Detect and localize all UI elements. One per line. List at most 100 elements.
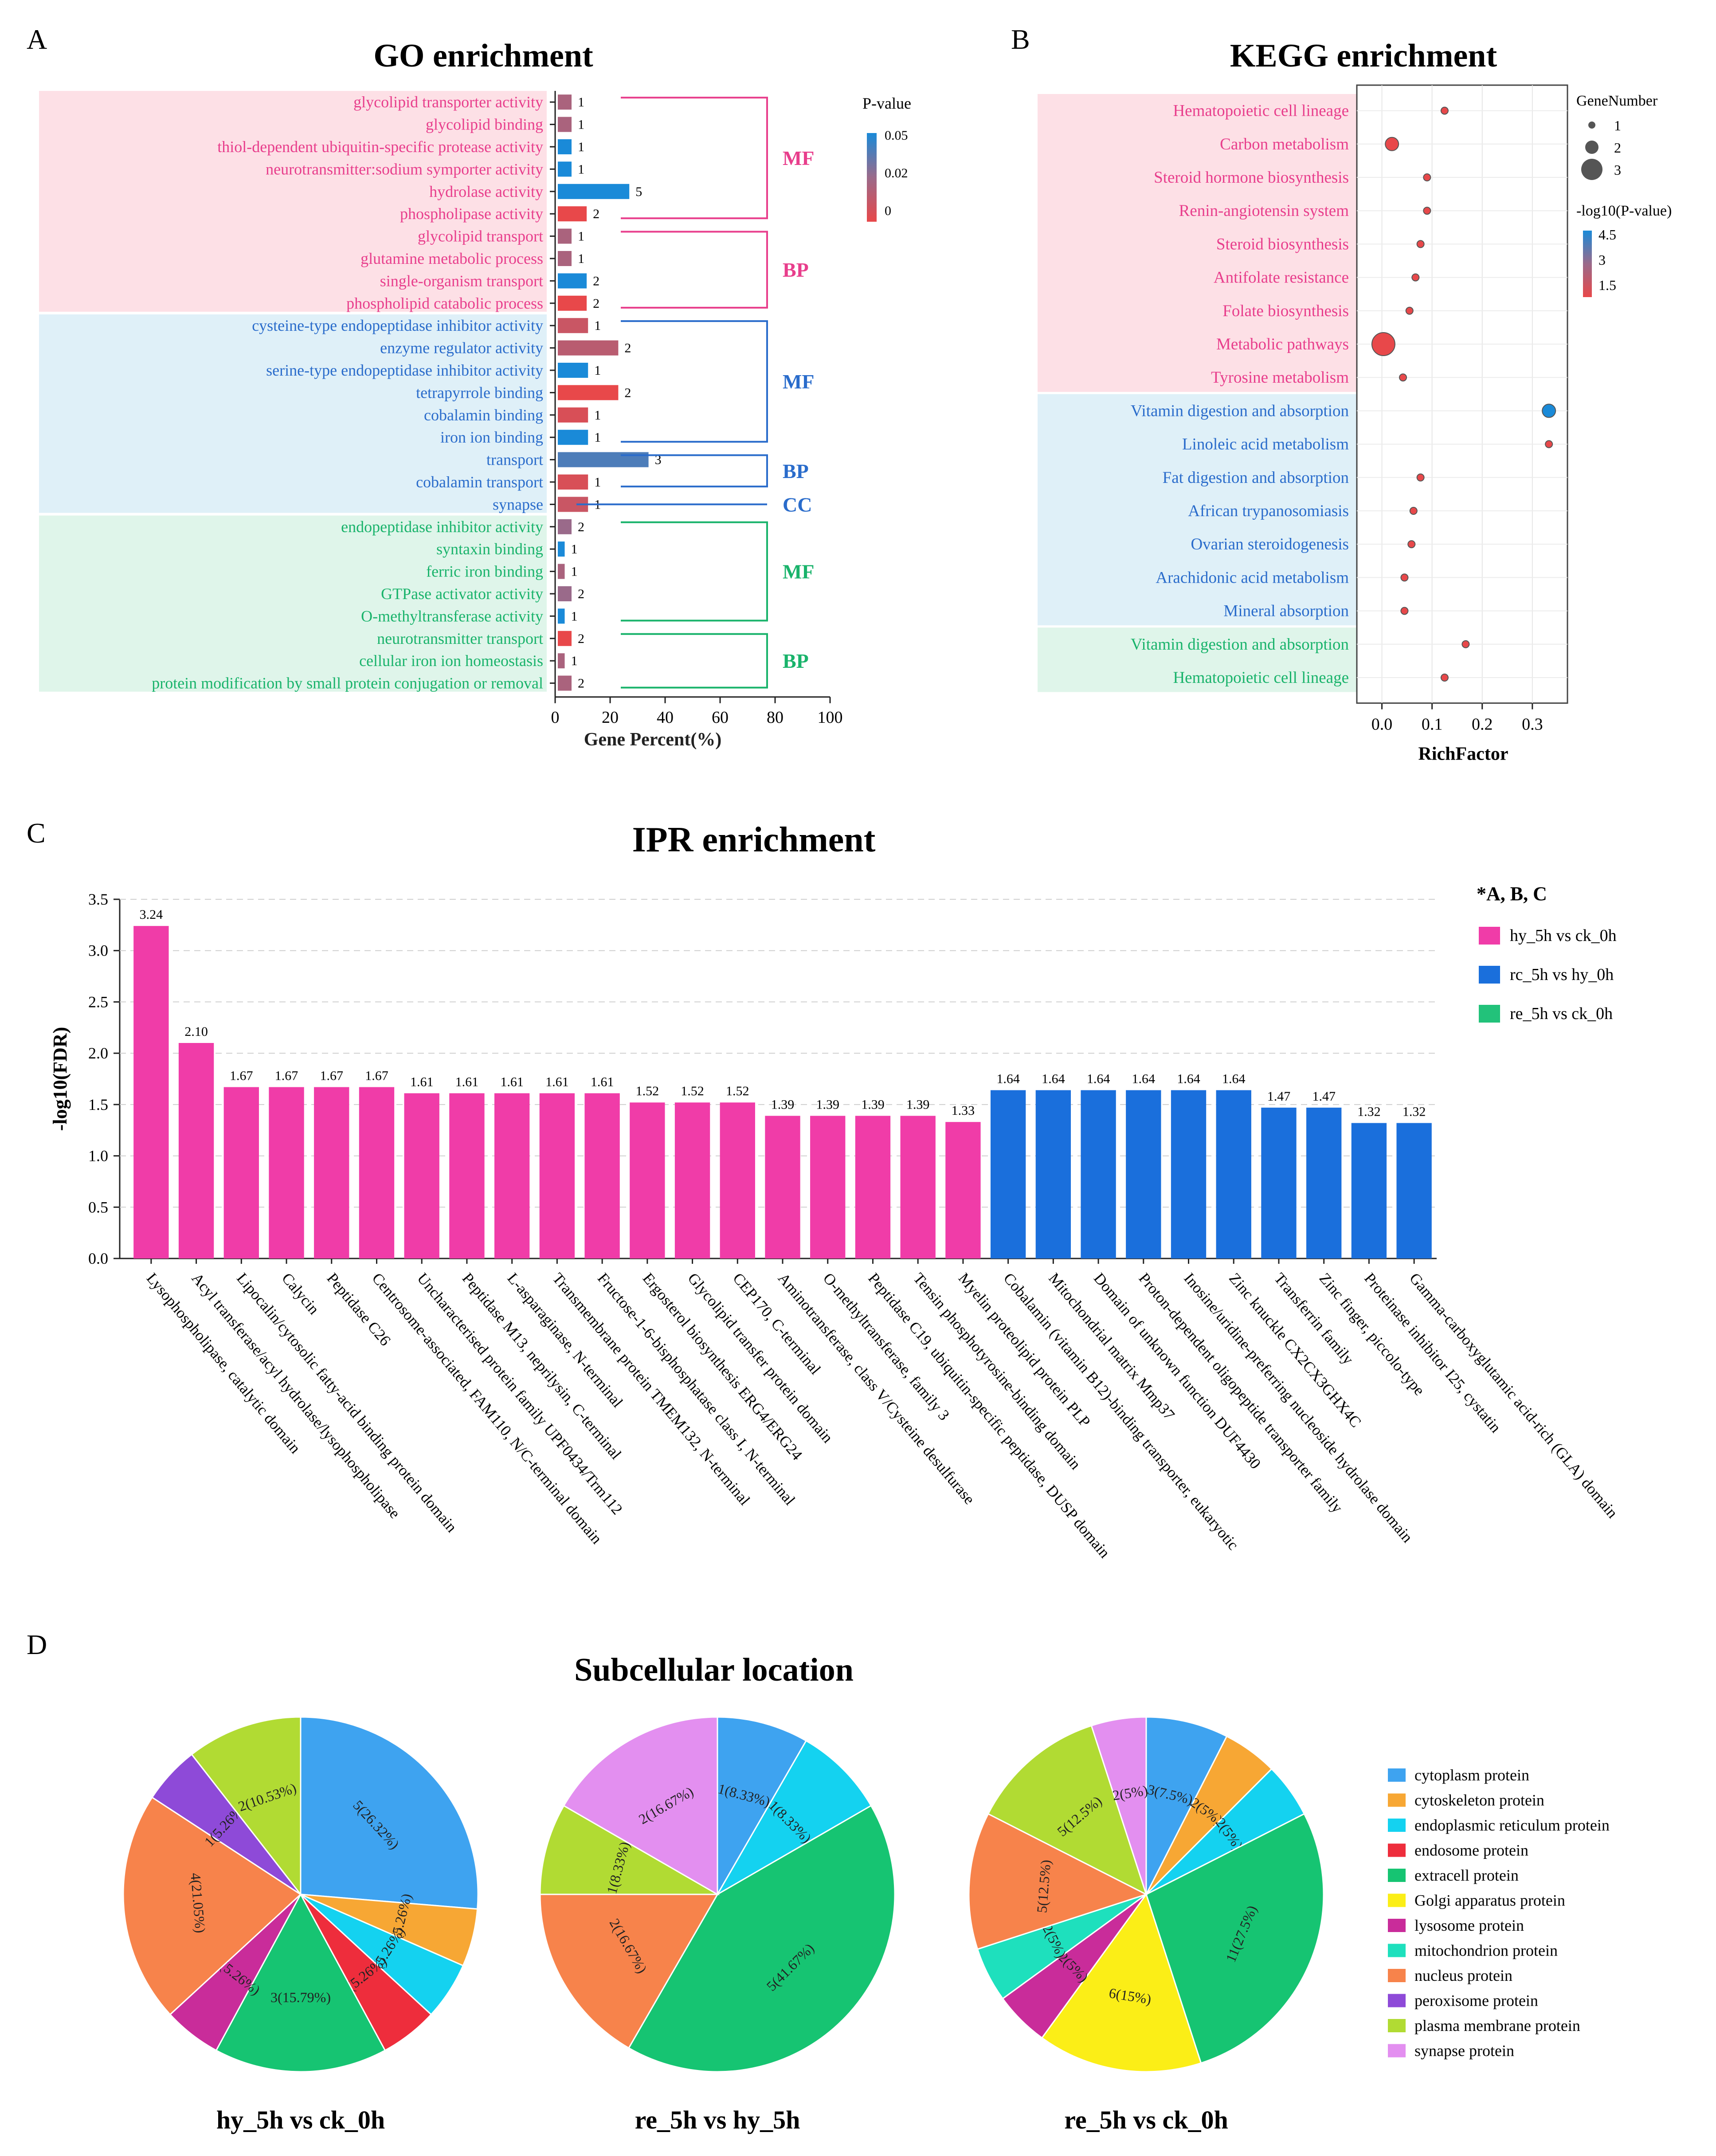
pie-legend-swatch <box>1388 1969 1406 1982</box>
go-term-label: glycolipid transport <box>418 227 543 245</box>
go-bar <box>558 251 572 266</box>
pie-slice <box>968 1813 1148 1950</box>
ipr-bar-label: 1.64 <box>1132 1071 1156 1086</box>
ipr-bar-label: 3.24 <box>140 907 163 922</box>
ipr-legend-swatch <box>1479 1005 1500 1023</box>
pie-slice <box>1145 1716 1228 1895</box>
pie-caption: re_5h vs ck_0h <box>1064 2105 1228 2134</box>
go-bar-count: 2 <box>593 207 599 221</box>
pie-slice <box>122 1796 302 2016</box>
panel-letter-d: D <box>27 1629 47 1660</box>
go-term-label: glycolipid binding <box>426 116 543 133</box>
go-group-bracket <box>621 633 768 689</box>
ipr-bar <box>1396 1123 1432 1258</box>
pie-legend-swatch <box>1388 1944 1406 1957</box>
ipr-bar-label: 1.52 <box>636 1084 659 1098</box>
pie-slice <box>300 1716 479 1910</box>
ipr-y-tick-label: 0.5 <box>88 1198 108 1216</box>
pie-legend-swatch <box>1388 1793 1406 1807</box>
pie-slice-label: 3(15.79%) <box>270 1989 331 2005</box>
go-group-label: MF <box>783 370 815 393</box>
ipr-bar <box>1351 1123 1387 1258</box>
ipr-bar-label: 1.52 <box>681 1084 704 1098</box>
go-bar <box>558 94 572 110</box>
pie-legend-swatch <box>1388 1819 1406 1832</box>
pie-slice <box>1145 1813 1324 2064</box>
ipr-bar <box>1216 1090 1251 1258</box>
pie-slice <box>1090 1716 1147 1895</box>
ipr-bar <box>765 1116 800 1258</box>
kegg-size-legend-label: 3 <box>1614 162 1621 178</box>
pie-legend-label: cytoplasm protein <box>1414 1766 1529 1784</box>
kegg-x-tick-label: 0.3 <box>1522 715 1543 734</box>
go-bar-count: 1 <box>594 363 601 378</box>
ipr-legend-title: *A, B, C <box>1477 883 1547 905</box>
kegg-point <box>1461 640 1470 648</box>
ipr-y-tick-label: 3.5 <box>88 890 108 908</box>
pie-legend-label: Golgi apparatus protein <box>1414 1892 1565 1909</box>
go-x-tick-label: 80 <box>767 708 784 727</box>
go-bar-count: 1 <box>571 542 578 557</box>
go-colorbar-tick: 0 <box>885 204 891 218</box>
ipr-bar-label: 1.52 <box>726 1084 749 1098</box>
go-bar <box>558 541 565 557</box>
pie-slice <box>191 1716 302 1897</box>
pie-slice <box>715 1740 872 1897</box>
ipr-y-tick-label: 0.0 <box>88 1250 108 1267</box>
go-group-label: MF <box>783 561 815 583</box>
go-bar-count: 1 <box>594 318 601 333</box>
ipr-bar <box>1126 1090 1161 1258</box>
ipr-bar-label: 1.39 <box>771 1097 795 1112</box>
ipr-bar-label: 1.32 <box>1357 1105 1381 1119</box>
go-bar <box>558 653 565 669</box>
panel-letter-b: B <box>1011 24 1030 55</box>
go-bar <box>558 675 572 691</box>
kegg-color-legend-title: -log10(P-value) <box>1576 203 1672 219</box>
go-bar <box>558 228 572 244</box>
go-term-label: syntaxin binding <box>436 540 543 558</box>
go-title: GO enrichment <box>373 38 593 74</box>
go-bg-band <box>39 314 547 513</box>
go-x-tick-label: 100 <box>818 708 843 727</box>
pie-slice <box>563 1716 718 1896</box>
kegg-point <box>1416 473 1425 482</box>
ipr-x-tick-label: Domain of unknown function DUF4430 <box>1090 1270 1264 1472</box>
kegg-term-label: Steroid hormone biosynthesis <box>1154 169 1349 187</box>
kegg-size-legend-title: GeneNumber <box>1576 93 1658 109</box>
ipr-bar <box>314 1087 349 1258</box>
kegg-point <box>1385 137 1399 151</box>
ipr-bar-label: 1.67 <box>320 1069 344 1083</box>
ipr-bar <box>359 1087 395 1258</box>
go-term-label: transport <box>486 451 543 469</box>
go-group-bracket <box>621 97 768 220</box>
kegg-point <box>1371 332 1395 356</box>
ipr-bar-label: 1.39 <box>861 1097 885 1112</box>
ipr-bar-label: 1.67 <box>275 1069 298 1083</box>
ipr-bar-label: 1.64 <box>1087 1071 1110 1086</box>
go-x-tick-label: 0 <box>551 708 560 727</box>
go-bar-count: 1 <box>578 118 584 132</box>
go-bg-band <box>39 515 547 692</box>
ipr-bar-label: 1.47 <box>1267 1089 1291 1104</box>
kegg-point <box>1399 373 1407 382</box>
ipr-bar-label: 1.61 <box>410 1074 434 1089</box>
ipr-bar <box>855 1116 891 1258</box>
kegg-point <box>1545 440 1553 448</box>
go-group-label: BP <box>783 259 809 281</box>
pie-legend-label: nucleus protein <box>1414 1967 1512 1984</box>
kegg-colorbar <box>1583 231 1592 297</box>
go-bar-count: 2 <box>593 296 599 311</box>
go-term-label: cellular iron ion homeostasis <box>359 652 543 670</box>
ipr-bar <box>539 1093 575 1258</box>
go-bar <box>558 519 572 534</box>
go-term-label: glycolipid transporter activity <box>353 93 543 111</box>
kegg-term-label: Steroid biosynthesis <box>1216 235 1349 253</box>
go-bar <box>558 161 572 177</box>
pie-slice <box>539 1804 720 1895</box>
ipr-bar <box>674 1102 710 1258</box>
go-bar <box>558 474 588 490</box>
kegg-x-tick-label: 0.1 <box>1422 715 1443 734</box>
pie-legend-swatch <box>1388 1893 1406 1907</box>
ipr-y-tick-label: 1.0 <box>88 1147 108 1165</box>
